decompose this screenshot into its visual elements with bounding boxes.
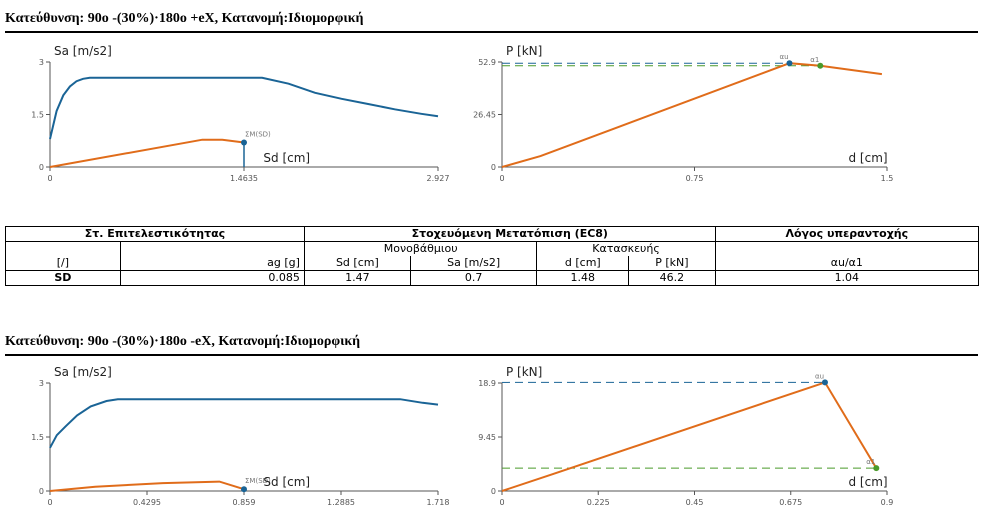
- x-tick-label: 0: [499, 174, 504, 183]
- subheader-sdof: Μονοβάθμιου: [303, 241, 538, 256]
- performance-point-label: ΣΜ(SD): [245, 131, 271, 139]
- unit-sd: Sd [cm]: [303, 256, 411, 271]
- x-axis-label: d [cm]: [849, 475, 888, 489]
- unit-p: P [kN]: [628, 256, 716, 271]
- marker-point-label: αu: [779, 53, 788, 61]
- marker-point: [873, 465, 880, 472]
- performance-point-label: ΣΜ(SD): [245, 477, 271, 485]
- section-divider-2: [5, 354, 978, 356]
- series-capacity: [501, 381, 878, 492]
- x-axis-label: Sd [cm]: [263, 151, 310, 165]
- y-axis-label: Sa [m/s2]: [54, 365, 112, 379]
- unit-ag: ag [g]: [119, 256, 305, 271]
- section-title-1: Κατεύθυνση: 90ο -(30%)·180ο +eX, Κατανομ…: [5, 11, 364, 26]
- y-axis-label: P [kN]: [506, 365, 542, 379]
- spectrum-chart-1: 0 1.4635 2.927 0 1.5 3 ΣΜ(SD) Sa [m/s2] Sd [cm]: [31, 44, 450, 183]
- y-axis-label: Sa [m/s2]: [54, 44, 112, 58]
- y-tick-label: 0: [39, 487, 44, 496]
- series-capacity: [49, 480, 245, 492]
- x-tick-label: 0.4295: [133, 498, 161, 507]
- capacity-chart-2: 0 0.225 0.45 0.675 0.9 0 9.45 18.9 αu α1 P [kN] d […: [478, 365, 894, 507]
- header-target-displacement: Στοχευόμενη Μετατόπιση (EC8): [303, 226, 716, 242]
- marker-point: [817, 62, 824, 69]
- results-table: Στ. Επιτελεστικότητας Στοχευόμενη Μετατό…: [5, 226, 980, 286]
- cell-ag: 0.085: [119, 270, 305, 286]
- subheader-structure: Κατασκευής: [536, 241, 716, 256]
- y-tick-label: 1.5: [31, 433, 44, 442]
- x-tick-label: 0.675: [779, 498, 802, 507]
- y-tick-label: 3: [39, 58, 44, 67]
- table-row: SD 0.085 1.47 0.7 1.48 46.2 1.04: [5, 270, 980, 286]
- y-tick-label: 0: [39, 163, 44, 172]
- x-tick-label: 1.718: [427, 498, 450, 507]
- x-tick-label: 0.225: [587, 498, 610, 507]
- marker-point-label: αu: [815, 372, 824, 380]
- x-axis-label: Sd [cm]: [263, 475, 310, 489]
- y-tick-label: 18.9: [478, 379, 496, 388]
- y-tick-label: 0: [491, 487, 496, 496]
- capacity-chart-1: 0 0.75 1.5 0 26.45 52.9 αu α1 P [kN] d [cm]: [473, 44, 894, 183]
- series-spectrum: [49, 398, 439, 449]
- cell-ratio: 1.04: [714, 270, 980, 286]
- series-capacity: [501, 62, 883, 168]
- x-tick-label: 0.45: [686, 498, 704, 507]
- marker-point: [786, 60, 793, 67]
- marker-point-label: α1: [810, 56, 819, 64]
- unit-ratio: αu/α1: [714, 256, 980, 271]
- y-tick-label: 26.45: [473, 111, 496, 120]
- unit-state: [/]: [5, 256, 121, 271]
- y-tick-label: 0: [491, 163, 496, 172]
- x-tick-label: 2.927: [427, 174, 450, 183]
- cell-d: 1.48: [536, 270, 630, 286]
- series-capacity: [49, 138, 245, 168]
- section-divider-1: [5, 31, 978, 33]
- header-overstrength-ratio: Λόγος υπεραντοχής: [714, 226, 980, 242]
- cell-sa: 0.7: [409, 270, 538, 286]
- y-tick-label: 3: [39, 379, 44, 388]
- cell-sd: 1.47: [303, 270, 411, 286]
- x-axis-label: d [cm]: [849, 151, 888, 165]
- spectrum-chart-2: 0 0.4295 0.859 1.2885 1.718 0 1.5 3 ΣΜ(SD) Sa [m/…: [31, 365, 450, 507]
- section-title-2: Κατεύθυνση: 90ο -(30%)·180ο -eX, Κατανομ…: [5, 334, 361, 349]
- x-tick-label: 0.9: [881, 498, 894, 507]
- x-tick-label: 1.2885: [327, 498, 355, 507]
- unit-d: d [cm]: [536, 256, 630, 271]
- x-tick-label: 0: [499, 498, 504, 507]
- marker-point-label: α1: [866, 458, 875, 466]
- x-tick-label: 1.4635: [230, 174, 258, 183]
- unit-sa: Sa [m/s2]: [409, 256, 538, 271]
- x-tick-label: 0: [47, 498, 52, 507]
- marker-point: [821, 379, 828, 386]
- y-tick-label: 52.9: [478, 58, 496, 67]
- x-tick-label: 0: [47, 174, 52, 183]
- performance-point: [241, 486, 247, 493]
- y-tick-label: 9.45: [478, 433, 496, 442]
- performance-point: [241, 139, 247, 146]
- y-axis-label: P [kN]: [506, 44, 542, 58]
- x-tick-label: 0.75: [686, 174, 704, 183]
- header-performance-state: Στ. Επιτελεστικότητας: [5, 226, 305, 242]
- cell-state: SD: [5, 270, 121, 286]
- x-tick-label: 1.5: [881, 174, 894, 183]
- x-tick-label: 0.859: [233, 498, 256, 507]
- y-tick-label: 1.5: [31, 111, 44, 120]
- cell-p: 46.2: [628, 270, 716, 286]
- series-spectrum: [49, 76, 439, 140]
